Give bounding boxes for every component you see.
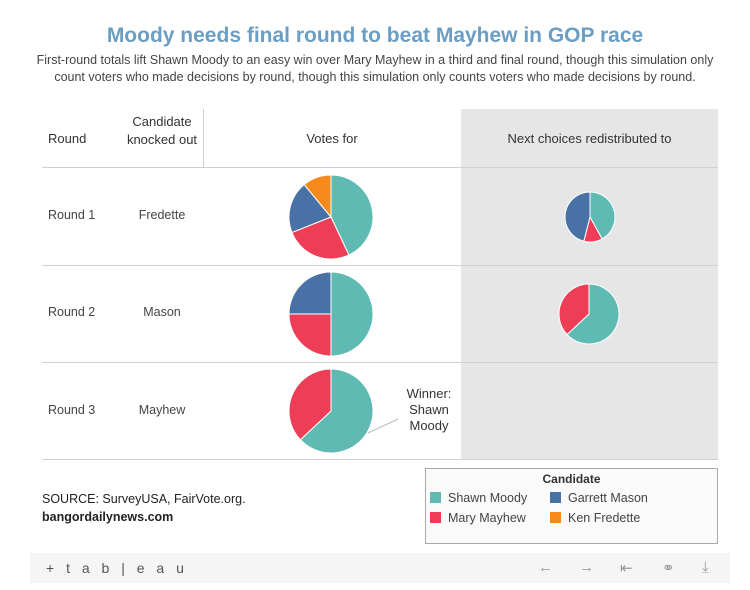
- header-column-divider: [203, 109, 204, 167]
- header-divider: [42, 167, 718, 168]
- legend-swatch: [430, 512, 441, 523]
- legend-label: Garrett Mason: [568, 491, 648, 505]
- legend-item-moody[interactable]: Shawn Moody: [430, 491, 527, 505]
- header-round: Round: [48, 131, 87, 146]
- winner-callout: Winner: Shawn Moody: [398, 383, 460, 437]
- pie-slice-mary-mayhew[interactable]: [288, 368, 332, 441]
- knocked-out-label: Fredette: [138, 208, 186, 222]
- pie-slice-shawn-moody[interactable]: [299, 368, 374, 454]
- pie-round1-next: [564, 191, 616, 243]
- source-note: SOURCE: SurveyUSA, FairVote.org. bangord…: [42, 490, 246, 526]
- download-icon[interactable]: ⤓: [702, 559, 709, 576]
- legend: Candidate Shawn Moody Garrett Mason Mary…: [425, 468, 718, 544]
- pie-slice-garrett-mason[interactable]: [288, 183, 332, 234]
- revert-icon[interactable]: ⇤: [620, 560, 633, 577]
- legend-item-fredette[interactable]: Ken Fredette: [550, 511, 640, 525]
- pie-slice-ken-fredette[interactable]: [303, 174, 332, 219]
- round-label: Round 1: [48, 208, 96, 222]
- pie-slice-garrett-mason[interactable]: [564, 191, 591, 242]
- legend-swatch: [430, 492, 441, 503]
- legend-label: Mary Mayhew: [448, 511, 526, 525]
- header-votes-for: Votes for: [306, 131, 358, 146]
- header-knocked-out: Candidate knocked out: [126, 114, 198, 147]
- share-icon[interactable]: ⚭: [662, 560, 675, 577]
- pie-slice-mary-mayhew[interactable]: [291, 216, 350, 260]
- chart-title: Moody needs final round to beat Mayhew i…: [106, 24, 644, 47]
- pie-slice-garrett-mason[interactable]: [288, 271, 332, 315]
- pie-slice-shawn-moody[interactable]: [589, 191, 616, 240]
- source-site: bangordailynews.com: [42, 510, 174, 524]
- knocked-out-label: Mayhew: [138, 403, 186, 417]
- knocked-out-label: Mason: [143, 305, 181, 319]
- legend-swatch: [550, 512, 561, 523]
- tableau-toolbar: + t a b | e a u ← → ⇤ ⚭ ⤓: [30, 553, 730, 583]
- pie-slice-shawn-moody[interactable]: [330, 174, 374, 256]
- pie-round1-votes: [288, 174, 374, 260]
- results-table: Round Candidate knocked out Votes for Ne…: [42, 109, 718, 460]
- undo-icon[interactable]: ←: [538, 559, 553, 576]
- legend-label: Ken Fredette: [568, 511, 641, 525]
- legend-label: Shawn Moody: [448, 491, 528, 505]
- round-label: Round 3: [48, 403, 96, 417]
- pie-slice-shawn-moody[interactable]: [330, 271, 374, 357]
- source-text: SOURCE: SurveyUSA, FairVote.org.: [42, 492, 246, 506]
- row-divider: [42, 362, 718, 363]
- header-next-choices: Next choices redistributed to: [507, 131, 672, 146]
- row-divider: [42, 459, 718, 460]
- legend-swatch: [550, 492, 561, 503]
- redo-icon[interactable]: →: [579, 559, 594, 576]
- legend-title: Candidate: [542, 472, 601, 486]
- pie-slice-mary-mayhew[interactable]: [288, 313, 332, 357]
- round-label: Round 2: [48, 305, 96, 319]
- pie-round2-votes: [288, 271, 374, 357]
- pie-slice-shawn-moody[interactable]: [566, 283, 620, 345]
- chart-subtitle: First-round totals lift Shawn Moody to a…: [36, 53, 714, 84]
- row-divider: [42, 265, 718, 266]
- legend-item-mason[interactable]: Garrett Mason: [550, 491, 648, 505]
- legend-item-mayhew[interactable]: Mary Mayhew: [430, 511, 526, 525]
- tableau-logo[interactable]: + t a b | e a u: [46, 560, 188, 576]
- callout-leader-line: [367, 418, 399, 434]
- pie-slice-mary-mayhew[interactable]: [558, 283, 590, 336]
- pie-round3-votes: [288, 368, 374, 454]
- pie-round2-next: [558, 283, 620, 345]
